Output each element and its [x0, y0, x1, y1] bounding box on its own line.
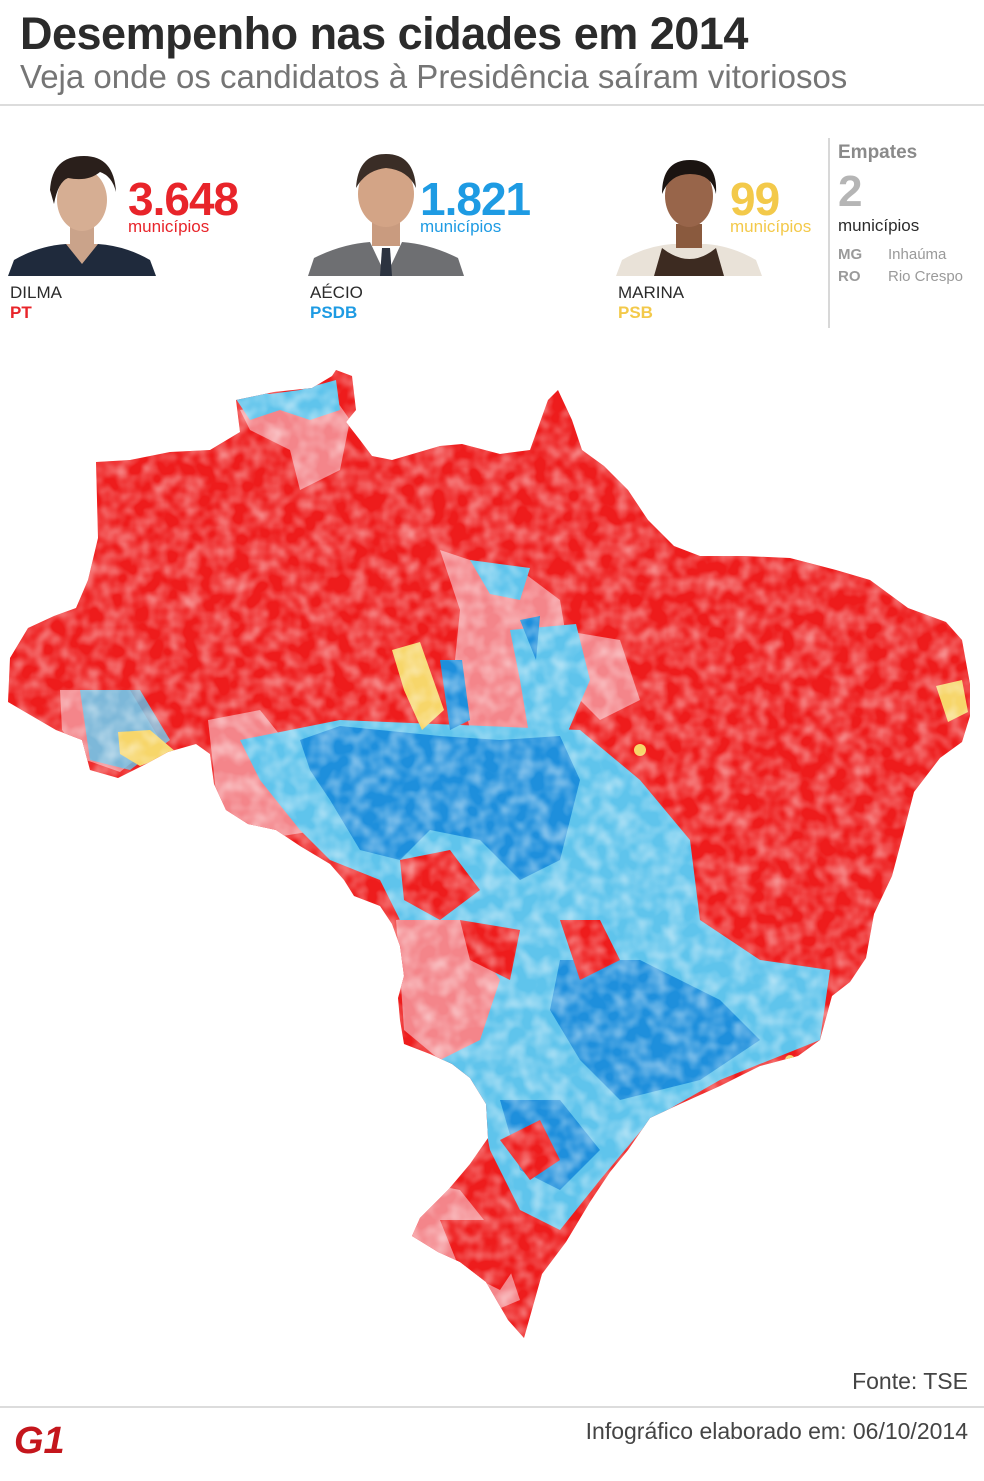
- candidate-aecio: 1.821 municípios AÉCIO PSDB: [308, 148, 608, 328]
- marina-party: PSB: [618, 303, 653, 322]
- aecio-count: 1.821: [420, 173, 531, 225]
- ties-count: 2: [838, 167, 863, 216]
- ties-row-city: Inhaúma: [888, 246, 947, 263]
- marina-count: 99: [730, 173, 780, 225]
- marina-name: MARINA: [618, 283, 685, 302]
- svg-text:G1: G1: [14, 1420, 65, 1460]
- page-subtitle: Veja onde os candidatos à Presidência sa…: [20, 58, 848, 95]
- ties-divider: [828, 138, 830, 328]
- header-divider: [0, 104, 984, 106]
- aecio-photo: [308, 154, 464, 276]
- footer-divider: [0, 1406, 984, 1408]
- source-note: Fonte: TSE: [852, 1368, 968, 1394]
- dilma-count: 3.648: [128, 173, 239, 225]
- ties-unit: municípios: [838, 216, 920, 235]
- ties-title: Empates: [838, 142, 918, 163]
- map-regions: [8, 370, 970, 1338]
- ties-row-state: MG: [838, 246, 863, 263]
- credit-note: Infográfico elaborado em: 06/10/2014: [585, 1418, 968, 1444]
- dilma-party: PT: [10, 303, 32, 322]
- ties-row-state: RO: [838, 268, 861, 285]
- ties-row-city: Rio Crespo: [888, 268, 964, 285]
- dilma-photo: [8, 156, 156, 276]
- g1-logo: G1: [14, 1420, 65, 1460]
- aecio-party: PSDB: [310, 303, 358, 322]
- ties-row: RO Rio Crespo: [838, 268, 963, 285]
- candidate-marina: 99 municípios MARINA PSB: [616, 148, 826, 328]
- aecio-name: AÉCIO: [310, 283, 363, 302]
- marina-unit: municípios: [730, 217, 812, 236]
- candidate-dilma: 3.648 municípios DILMA PT: [8, 148, 308, 328]
- ties-row: MG Inhaúma: [838, 246, 946, 263]
- page-title: Desempenho nas cidades em 2014: [20, 8, 748, 59]
- dilma-unit: municípios: [128, 217, 210, 236]
- dilma-name: DILMA: [10, 283, 62, 302]
- aecio-unit: municípios: [420, 217, 502, 236]
- brazil-results-map: [8, 370, 970, 1338]
- marina-photo: [616, 160, 762, 276]
